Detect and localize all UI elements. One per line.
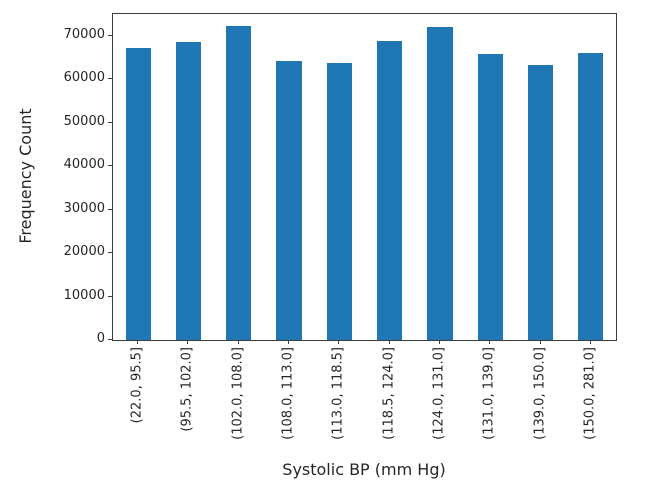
x-tick-label: (118.5, 124.0] bbox=[381, 347, 397, 440]
x-tick-mark bbox=[338, 340, 340, 344]
bar bbox=[326, 63, 352, 340]
y-tick-mark bbox=[108, 121, 112, 123]
x-tick-label: (124.0, 131.0] bbox=[431, 347, 447, 440]
bar bbox=[477, 53, 503, 340]
y-axis-label: Frequency Count bbox=[16, 108, 35, 244]
bar bbox=[578, 53, 604, 340]
x-tick-mark bbox=[137, 340, 139, 344]
x-tick-label: (113.0, 118.5] bbox=[330, 347, 346, 440]
y-tick-mark bbox=[108, 165, 112, 167]
y-tick-mark bbox=[108, 34, 112, 36]
bar bbox=[175, 41, 202, 340]
bar bbox=[276, 60, 302, 340]
x-tick-mark bbox=[438, 340, 440, 344]
x-tick-mark bbox=[187, 340, 189, 344]
x-tick-mark bbox=[388, 340, 390, 344]
y-tick-label: 60000 bbox=[63, 70, 105, 86]
y-tick-mark bbox=[108, 78, 112, 80]
bar bbox=[377, 40, 403, 340]
x-tick-label: (95.5, 102.0] bbox=[179, 347, 195, 432]
y-tick-label: 10000 bbox=[63, 287, 105, 303]
plot-area bbox=[112, 13, 617, 341]
y-tick-label: 30000 bbox=[63, 200, 105, 216]
y-tick-mark bbox=[108, 252, 112, 254]
x-tick-mark bbox=[288, 340, 290, 344]
bar bbox=[427, 27, 453, 340]
x-axis-label: Systolic BP (mm Hg) bbox=[282, 460, 446, 479]
y-tick-label: 40000 bbox=[63, 157, 105, 173]
y-tick-mark bbox=[108, 295, 112, 297]
x-tick-label: (102.0, 108.0] bbox=[230, 347, 246, 440]
bar bbox=[125, 47, 151, 340]
y-tick-mark bbox=[108, 208, 112, 210]
x-tick-label: (131.0, 139.0] bbox=[481, 347, 497, 440]
bar bbox=[527, 65, 554, 340]
y-tick-label: 20000 bbox=[63, 244, 105, 260]
y-tick-label: 70000 bbox=[63, 26, 105, 42]
y-tick-label: 50000 bbox=[63, 113, 105, 129]
y-tick-label: 0 bbox=[96, 331, 105, 346]
x-tick-label: (139.0, 150.0] bbox=[532, 347, 548, 440]
x-tick-label: (150.0, 281.0] bbox=[582, 347, 598, 440]
x-tick-label: (22.0, 95.5] bbox=[129, 347, 145, 424]
x-tick-label: (108.0, 113.0] bbox=[280, 347, 296, 440]
x-tick-mark bbox=[237, 340, 239, 344]
x-tick-mark bbox=[489, 340, 491, 344]
bar bbox=[226, 26, 252, 340]
x-tick-mark bbox=[589, 340, 591, 344]
x-tick-mark bbox=[539, 340, 541, 344]
y-tick-mark bbox=[108, 339, 112, 340]
